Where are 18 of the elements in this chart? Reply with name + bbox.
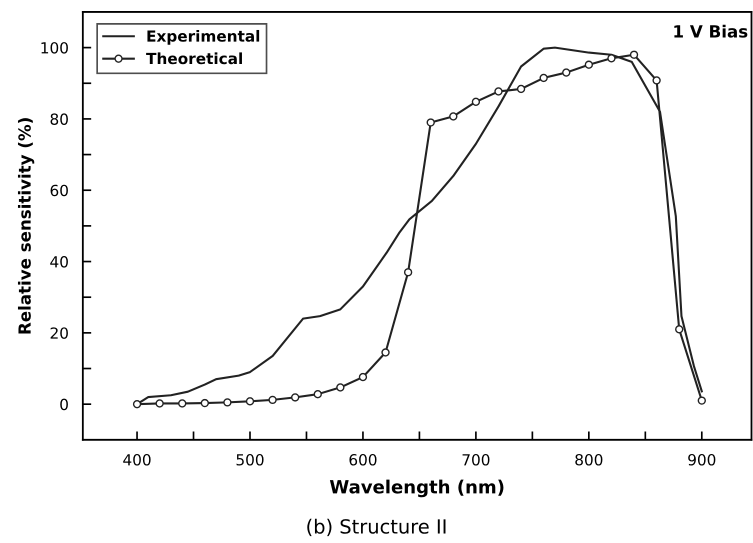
y-tick-label: 20 xyxy=(50,327,68,339)
x-tick-label: 900 xyxy=(688,454,716,466)
annotation: 1 V Bias xyxy=(674,24,748,38)
y-tick-label: 100 xyxy=(41,42,68,54)
legend-label: Theoretical xyxy=(146,52,242,64)
x-tick-label: 500 xyxy=(236,454,264,466)
y-tick-label: 80 xyxy=(50,113,68,125)
y-axis-title: Relative sensitivity (%) xyxy=(18,118,34,334)
text: (b) Structure II xyxy=(307,518,446,536)
y-tick-label: 60 xyxy=(50,184,68,196)
y-tick-label: 40 xyxy=(50,256,68,268)
x-tick-label: 800 xyxy=(575,454,602,466)
legend-label: Experimental xyxy=(147,30,260,45)
x-tick-label: 700 xyxy=(462,454,490,466)
x-tick-label: 600 xyxy=(349,454,377,466)
x-axis-title: Wavelength (nm) xyxy=(330,480,504,498)
y-tick-label: 0 xyxy=(60,398,68,410)
x-tick-label: 400 xyxy=(123,454,151,466)
